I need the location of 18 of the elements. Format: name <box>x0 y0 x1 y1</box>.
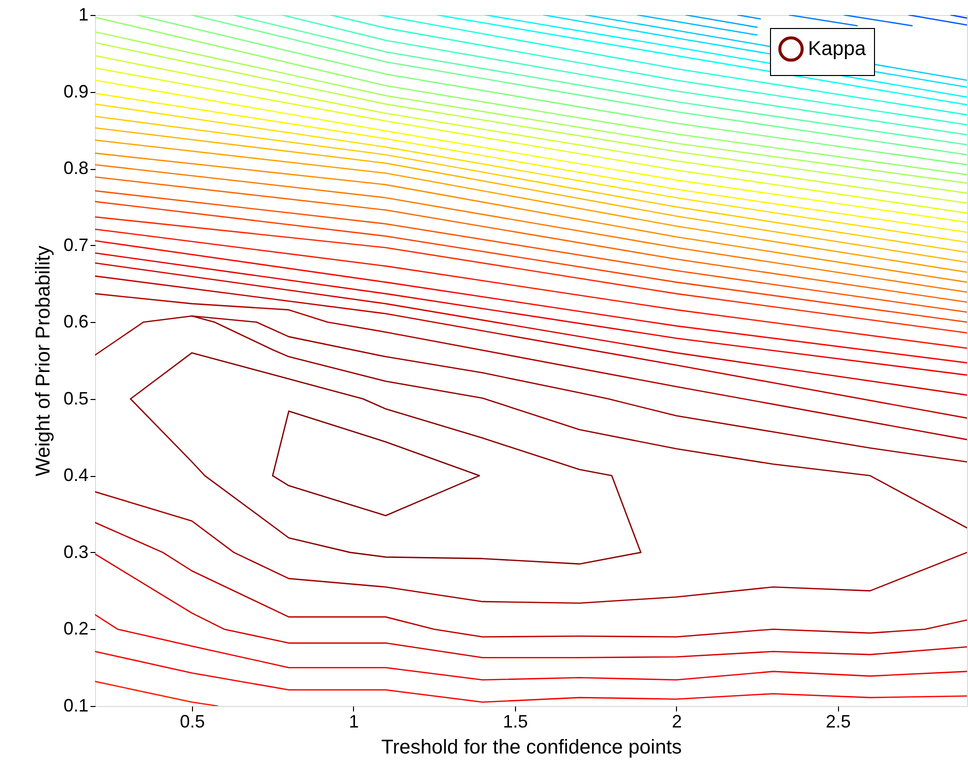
y-tick-label: 1 <box>78 4 88 24</box>
y-tick-label: 0.7 <box>63 234 88 255</box>
x-axis-title: Treshold for the confidence points <box>381 736 682 758</box>
x-tick-label: 2 <box>672 712 682 732</box>
y-tick-label: 0.5 <box>63 388 88 408</box>
y-tick-label: 0.3 <box>63 542 88 562</box>
y-axis-title: Weight of Prior Probability <box>32 246 54 476</box>
x-tick-label: 1.5 <box>502 712 528 732</box>
y-tick-label: 0.9 <box>63 81 88 102</box>
y-tick-label: 0.8 <box>63 158 88 178</box>
x-tick-label: 2.5 <box>826 712 851 732</box>
y-tick-label: 0.1 <box>63 696 88 716</box>
y-tick-label: 0.6 <box>63 312 88 332</box>
y-tick-label: 0.4 <box>63 465 88 486</box>
y-tick-label: 0.2 <box>63 618 88 639</box>
legend-label: Kappa <box>808 38 867 60</box>
x-tick-label: 1 <box>348 712 359 732</box>
x-tick-label: 0.5 <box>180 712 205 732</box>
